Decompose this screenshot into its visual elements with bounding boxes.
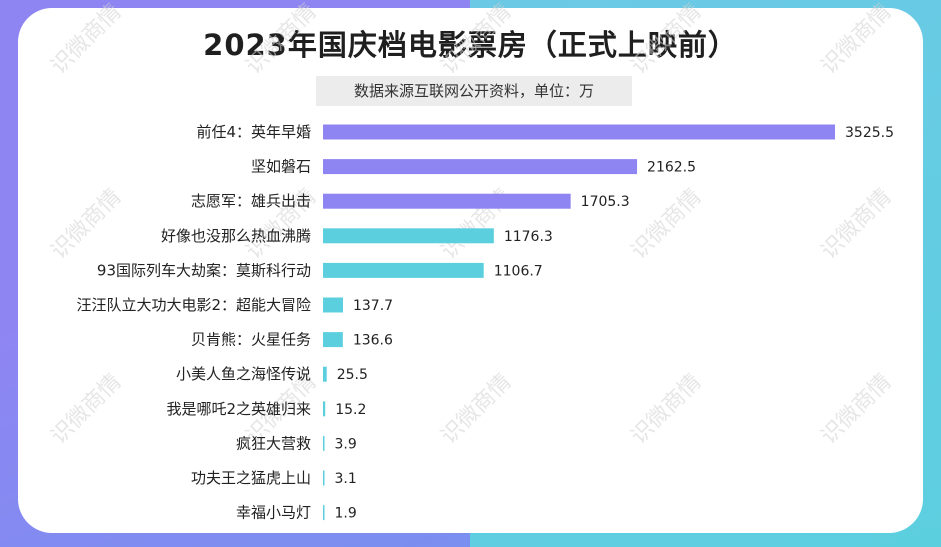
category-label: 功夫王之猛虎上山 bbox=[191, 469, 311, 487]
bar bbox=[323, 366, 327, 382]
value-label: 137.7 bbox=[353, 298, 393, 314]
bar bbox=[323, 401, 326, 417]
value-label: 1106.7 bbox=[494, 263, 543, 279]
bar bbox=[323, 193, 571, 209]
category-label: 小美人鱼之海怪传说 bbox=[176, 365, 311, 383]
category-label: 志愿军：雄兵出击 bbox=[191, 192, 311, 210]
bar bbox=[323, 505, 325, 521]
watermark-text: 识微商情 bbox=[817, 369, 897, 449]
bar bbox=[323, 332, 343, 348]
value-label: 136.6 bbox=[353, 333, 393, 349]
watermark-text: 识微商情 bbox=[627, 369, 707, 449]
category-label: 幸福小马灯 bbox=[236, 504, 311, 522]
bar bbox=[323, 159, 638, 175]
watermark-text: 识微商情 bbox=[437, 0, 517, 79]
watermark-text: 识微商情 bbox=[242, 0, 322, 79]
category-label: 前任4：英年早婚 bbox=[196, 123, 311, 141]
watermark-text: 识微商情 bbox=[437, 369, 517, 449]
watermark-text: 识微商情 bbox=[817, 184, 897, 264]
bar bbox=[323, 124, 835, 140]
value-label: 25.5 bbox=[337, 367, 368, 383]
category-label: 我是哪吒2之英雄归来 bbox=[166, 400, 311, 418]
value-label: 1.9 bbox=[335, 506, 357, 522]
value-label: 3.9 bbox=[335, 436, 357, 452]
bar bbox=[323, 297, 343, 313]
bar bbox=[323, 228, 494, 244]
watermark-text: 识微商情 bbox=[47, 369, 127, 449]
value-label: 1705.3 bbox=[581, 194, 630, 210]
watermark-text: 识微商情 bbox=[47, 0, 127, 79]
value-label: 15.2 bbox=[335, 402, 366, 418]
category-label: 93国际列车大劫案：莫斯科行动 bbox=[97, 261, 311, 279]
value-label: 3.1 bbox=[335, 471, 357, 487]
chart-subtitle: 数据来源互联网公开资料，单位：万 bbox=[316, 76, 632, 106]
watermark-text: 识微商情 bbox=[817, 0, 897, 79]
chart-title: 2023年国庆档电影票房（正式上映前） bbox=[203, 28, 738, 62]
bar bbox=[323, 262, 484, 278]
category-label: 好像也没那么热血沸腾 bbox=[161, 227, 311, 245]
watermark-text: 识微商情 bbox=[627, 184, 707, 264]
category-label: 贝肯熊：火星任务 bbox=[191, 331, 311, 349]
category-label: 疯狂大营救 bbox=[236, 434, 311, 452]
value-label: 2162.5 bbox=[647, 160, 696, 176]
bar bbox=[323, 470, 325, 486]
bars-layer: 前任4：英年早婚 3525.5 坚如磐石 2162.5 志愿军：雄兵出击 1705.3 好像… bbox=[76, 123, 894, 522]
category-label: 汪汪队立大功大电影2：超能大冒险 bbox=[76, 296, 311, 314]
bar bbox=[323, 435, 325, 451]
value-label: 1176.3 bbox=[504, 229, 553, 245]
value-label: 3525.5 bbox=[845, 125, 894, 141]
watermark-text: 识微商情 bbox=[627, 0, 707, 79]
category-label: 坚如磐石 bbox=[251, 158, 311, 176]
watermark-text: 识微商情 bbox=[47, 184, 127, 264]
